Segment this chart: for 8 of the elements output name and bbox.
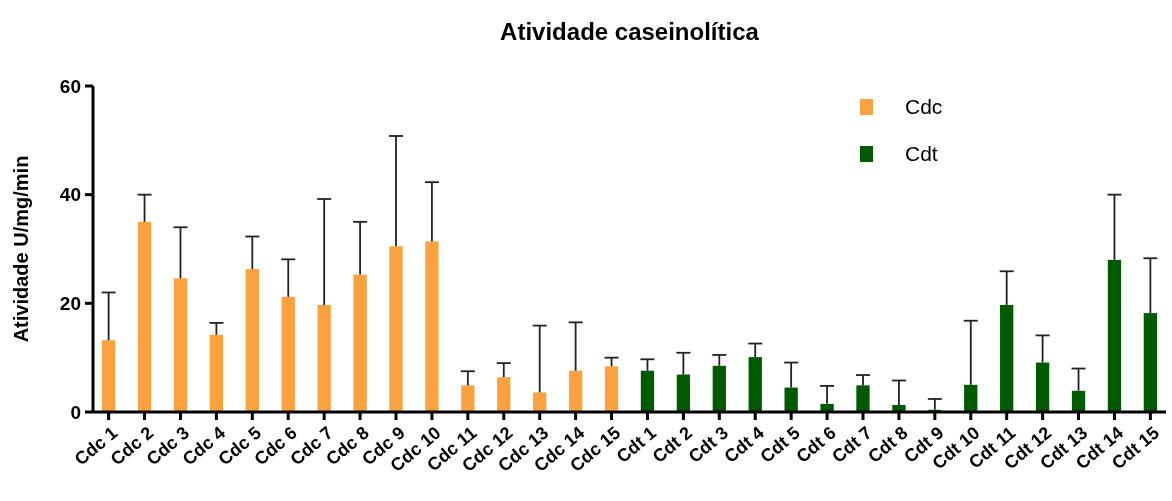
legend-label: Cdc (905, 95, 943, 119)
chart-title: Atividade caseinolítica (500, 18, 760, 45)
y-tick-label: 0 (70, 401, 81, 423)
y-axis-title: Atividade U/mg/min (10, 155, 32, 343)
y-tick-label: 20 (59, 292, 81, 314)
legend-label: Cdt (905, 142, 938, 166)
y-tick-label: 40 (59, 184, 81, 206)
y-tick-label: 60 (59, 75, 81, 97)
